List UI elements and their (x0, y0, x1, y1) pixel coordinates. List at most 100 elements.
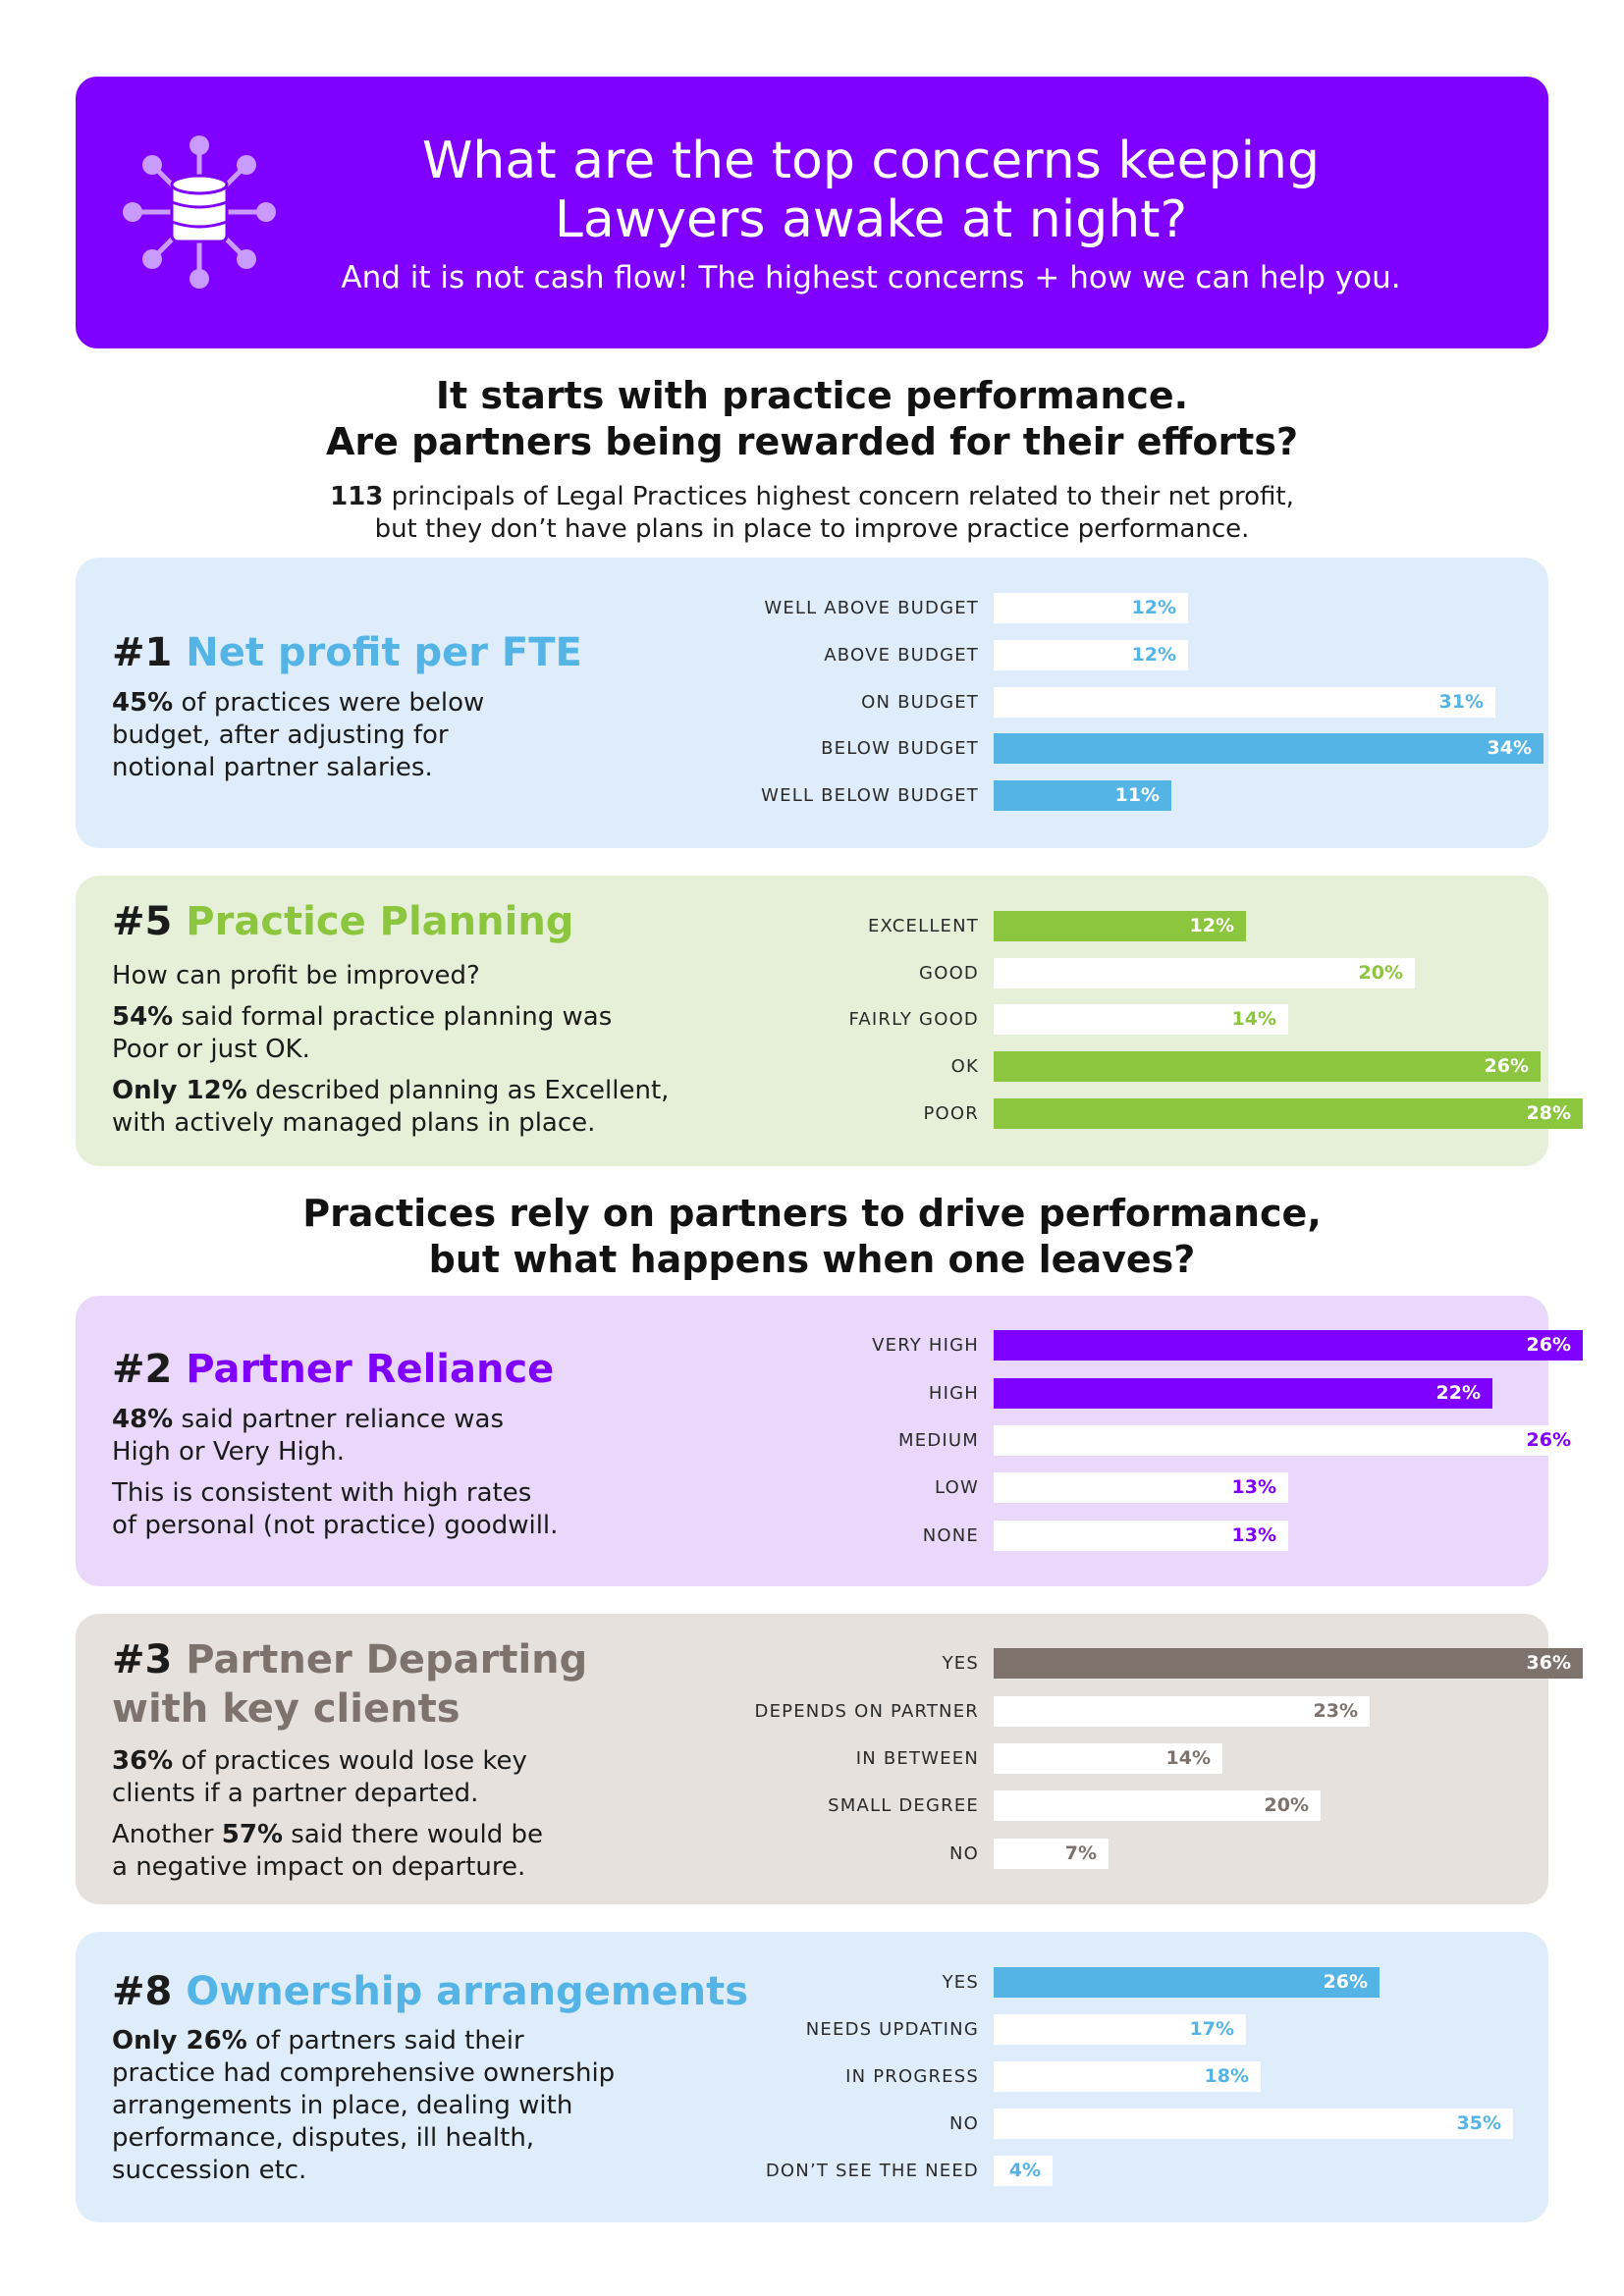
description-line: practice had comprehensive ownership (112, 2058, 616, 2088)
description-line: Poor or just OK. (112, 1035, 310, 1064)
panel-practice-planning: #5 Practice Planning How can profit be im… (76, 876, 1583, 1166)
category-label: DON’T SEE THE NEED (765, 2161, 979, 2181)
bar-value-label: 26% (1526, 1429, 1571, 1451)
highlight-stat: 48% (112, 1405, 174, 1434)
category-label: HIGH (928, 1383, 979, 1404)
description-paragraph: Another 57% said there would be a negativ… (112, 1819, 543, 1884)
panel-title-line: #5 Practice Planning (112, 897, 573, 946)
bar (994, 687, 1495, 718)
bar (994, 780, 1171, 811)
description-line: Only 12% described planning as Excellent… (112, 1076, 670, 1105)
bar (994, 1648, 1583, 1679)
category-label: POOR (923, 1103, 979, 1124)
bar-chart: WELL ABOVE BUDGET 12% ABOVE BUDGET 12% ON BU… (508, 558, 1548, 848)
bar (994, 1051, 1541, 1082)
category-label: NEEDS UPDATING (805, 2019, 979, 2040)
category-label: FAIRLY GOOD (848, 1009, 979, 1030)
panel-title-text: Practice Planning (186, 899, 574, 944)
bar-value-label: 14% (1165, 1747, 1211, 1769)
section-heading-performance: It starts with practice performance. Are… (76, 373, 1548, 465)
description-paragraph: 36% of practices would lose key clients i… (112, 1745, 543, 1810)
heading-line: It starts with practice performance. (435, 374, 1189, 417)
bar (994, 2061, 1261, 2092)
category-label: LOW (935, 1477, 979, 1498)
bar-value-label: 23% (1313, 1700, 1358, 1722)
bar (994, 1696, 1370, 1727)
category-label: WELL ABOVE BUDGET (764, 598, 979, 618)
description-line: 36% of practices would lose key (112, 1746, 527, 1776)
bar (994, 2156, 1053, 2186)
category-label: GOOD (919, 963, 979, 984)
description-line: notional partner salaries. (112, 753, 433, 782)
bar-value-label: 20% (1358, 962, 1403, 984)
description-line: of personal (not practice) goodwill. (112, 1511, 559, 1540)
highlight-stat: Only 12% (112, 1076, 247, 1105)
description-line: How can profit be improved? (112, 961, 480, 990)
bar-value-label: 4% (1008, 2160, 1041, 2181)
description-paragraph: Only 26% of partners said their practice … (112, 2025, 615, 2187)
bar-value-label: 22% (1435, 1382, 1481, 1404)
bar-value-label: 28% (1526, 1102, 1571, 1124)
highlight-stat: 54% (112, 1002, 174, 1032)
bar-value-label: 34% (1487, 737, 1532, 759)
description-line: High or Very High. (112, 1437, 346, 1467)
description-line: performance, disputes, ill health, (112, 2123, 535, 2153)
category-label: IN PROGRESS (845, 2066, 979, 2087)
section-heading-partners: Practices rely on partners to drive perf… (76, 1191, 1548, 1283)
bar (994, 2109, 1513, 2139)
description-line: 48% said partner reliance was (112, 1405, 504, 1434)
description-line: 45% of practices were below (112, 688, 485, 718)
panel-rank: #2 (112, 1347, 173, 1392)
category-label: SMALL DEGREE (828, 1795, 979, 1816)
bar-value-label: 12% (1131, 644, 1176, 666)
bar-chart: YES 36% DEPENDS ON PARTNER 23% IN BETWEEN 14%… (508, 1614, 1583, 1904)
panel-description: How can profit be improved? 54% said form… (112, 960, 669, 1148)
description-line: clients if a partner departed. (112, 1779, 479, 1808)
bar-value-label: 26% (1526, 1334, 1571, 1356)
bar-value-label: 17% (1189, 2018, 1234, 2040)
category-label: NONE (922, 1525, 979, 1546)
category-label: BELOW BUDGET (821, 738, 979, 759)
bar-value-label: 13% (1231, 1524, 1276, 1546)
bar-value-label: 14% (1231, 1008, 1276, 1030)
description-paragraph: 45% of practices were below budget, after… (112, 687, 484, 784)
category-label: NO (948, 1843, 979, 1864)
panel-title-text: Ownership arrangements (186, 1969, 749, 2014)
panel-rank: #1 (112, 630, 173, 675)
description-line: 54% said formal practice planning was (112, 1002, 613, 1032)
title-line: What are the top concerns keeping (421, 132, 1321, 190)
description-line: Only 26% of partners said their (112, 2026, 524, 2056)
bar (994, 958, 1415, 988)
panel-title-line: with key clients (112, 1684, 587, 1734)
panel-title-text: with key clients (112, 1686, 460, 1732)
bar-value-label: 12% (1131, 597, 1176, 618)
database-network-icon (123, 135, 276, 289)
panel-description: 45% of practices were below budget, after… (112, 687, 484, 793)
panel-title: #8 Ownership arrangements (112, 1967, 748, 2016)
panel-partner-reliance: #2 Partner Reliance 48% said partner reli… (76, 1296, 1583, 1586)
description-line: succession etc. (112, 2156, 307, 2185)
panel-title: #5 Practice Planning (112, 897, 573, 946)
description-line: budget, after adjusting for (112, 721, 449, 750)
bar (994, 1790, 1321, 1821)
bar-value-label: 35% (1456, 2112, 1501, 2134)
highlight-stat: 45% (112, 688, 174, 718)
bar (994, 911, 1246, 941)
bar-value-label: 18% (1204, 2065, 1249, 2087)
bar (994, 1967, 1380, 1998)
description-line: a negative impact on departure. (112, 1852, 526, 1882)
panel-partner-departing: #3 Partner Departing with key clients 36% … (76, 1614, 1583, 1904)
bar-value-label: 26% (1484, 1055, 1529, 1077)
bar (994, 1098, 1583, 1129)
panel-title-line: #3 Partner Departing (112, 1635, 587, 1684)
bar-value-label: 26% (1323, 1971, 1368, 1993)
panel-title-line: #1 Net profit per FTE (112, 628, 582, 677)
intro-line: 113 principals of Legal Practices highes… (76, 481, 1548, 513)
highlight-stat: 36% (112, 1746, 174, 1776)
bar (994, 733, 1543, 764)
category-label: NO (948, 2113, 979, 2134)
bar (994, 1004, 1288, 1035)
panel-title-text: Net profit per FTE (186, 630, 582, 675)
heading-line: but what happens when one leaves? (428, 1238, 1196, 1281)
category-label: DEPENDS ON PARTNER (754, 1701, 979, 1722)
